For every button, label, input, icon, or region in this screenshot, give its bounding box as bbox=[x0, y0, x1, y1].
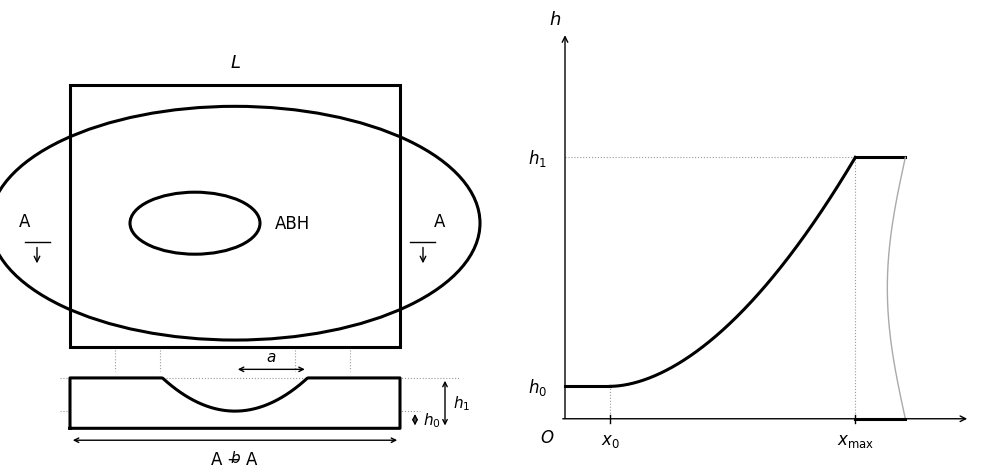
Text: $h_1$: $h_1$ bbox=[453, 394, 470, 413]
Text: $L$: $L$ bbox=[230, 53, 240, 71]
Text: $h_0$: $h_0$ bbox=[423, 410, 441, 429]
Text: $x_{\mathrm{max}}$: $x_{\mathrm{max}}$ bbox=[837, 431, 874, 449]
Text: A $-$ A: A $-$ A bbox=[210, 450, 260, 468]
Text: $x_0$: $x_0$ bbox=[601, 431, 620, 449]
Text: $h_0$: $h_0$ bbox=[528, 376, 547, 397]
Text: $a$: $a$ bbox=[266, 349, 276, 364]
Text: $h_1$: $h_1$ bbox=[528, 148, 547, 169]
Text: ABH: ABH bbox=[275, 215, 310, 233]
Text: $b$: $b$ bbox=[230, 449, 240, 465]
Text: A: A bbox=[19, 213, 31, 231]
Polygon shape bbox=[70, 378, 400, 428]
Text: A: A bbox=[434, 213, 446, 231]
Bar bbox=[70, 86, 400, 347]
Text: $O$: $O$ bbox=[540, 428, 554, 446]
Text: $h$: $h$ bbox=[549, 10, 561, 29]
